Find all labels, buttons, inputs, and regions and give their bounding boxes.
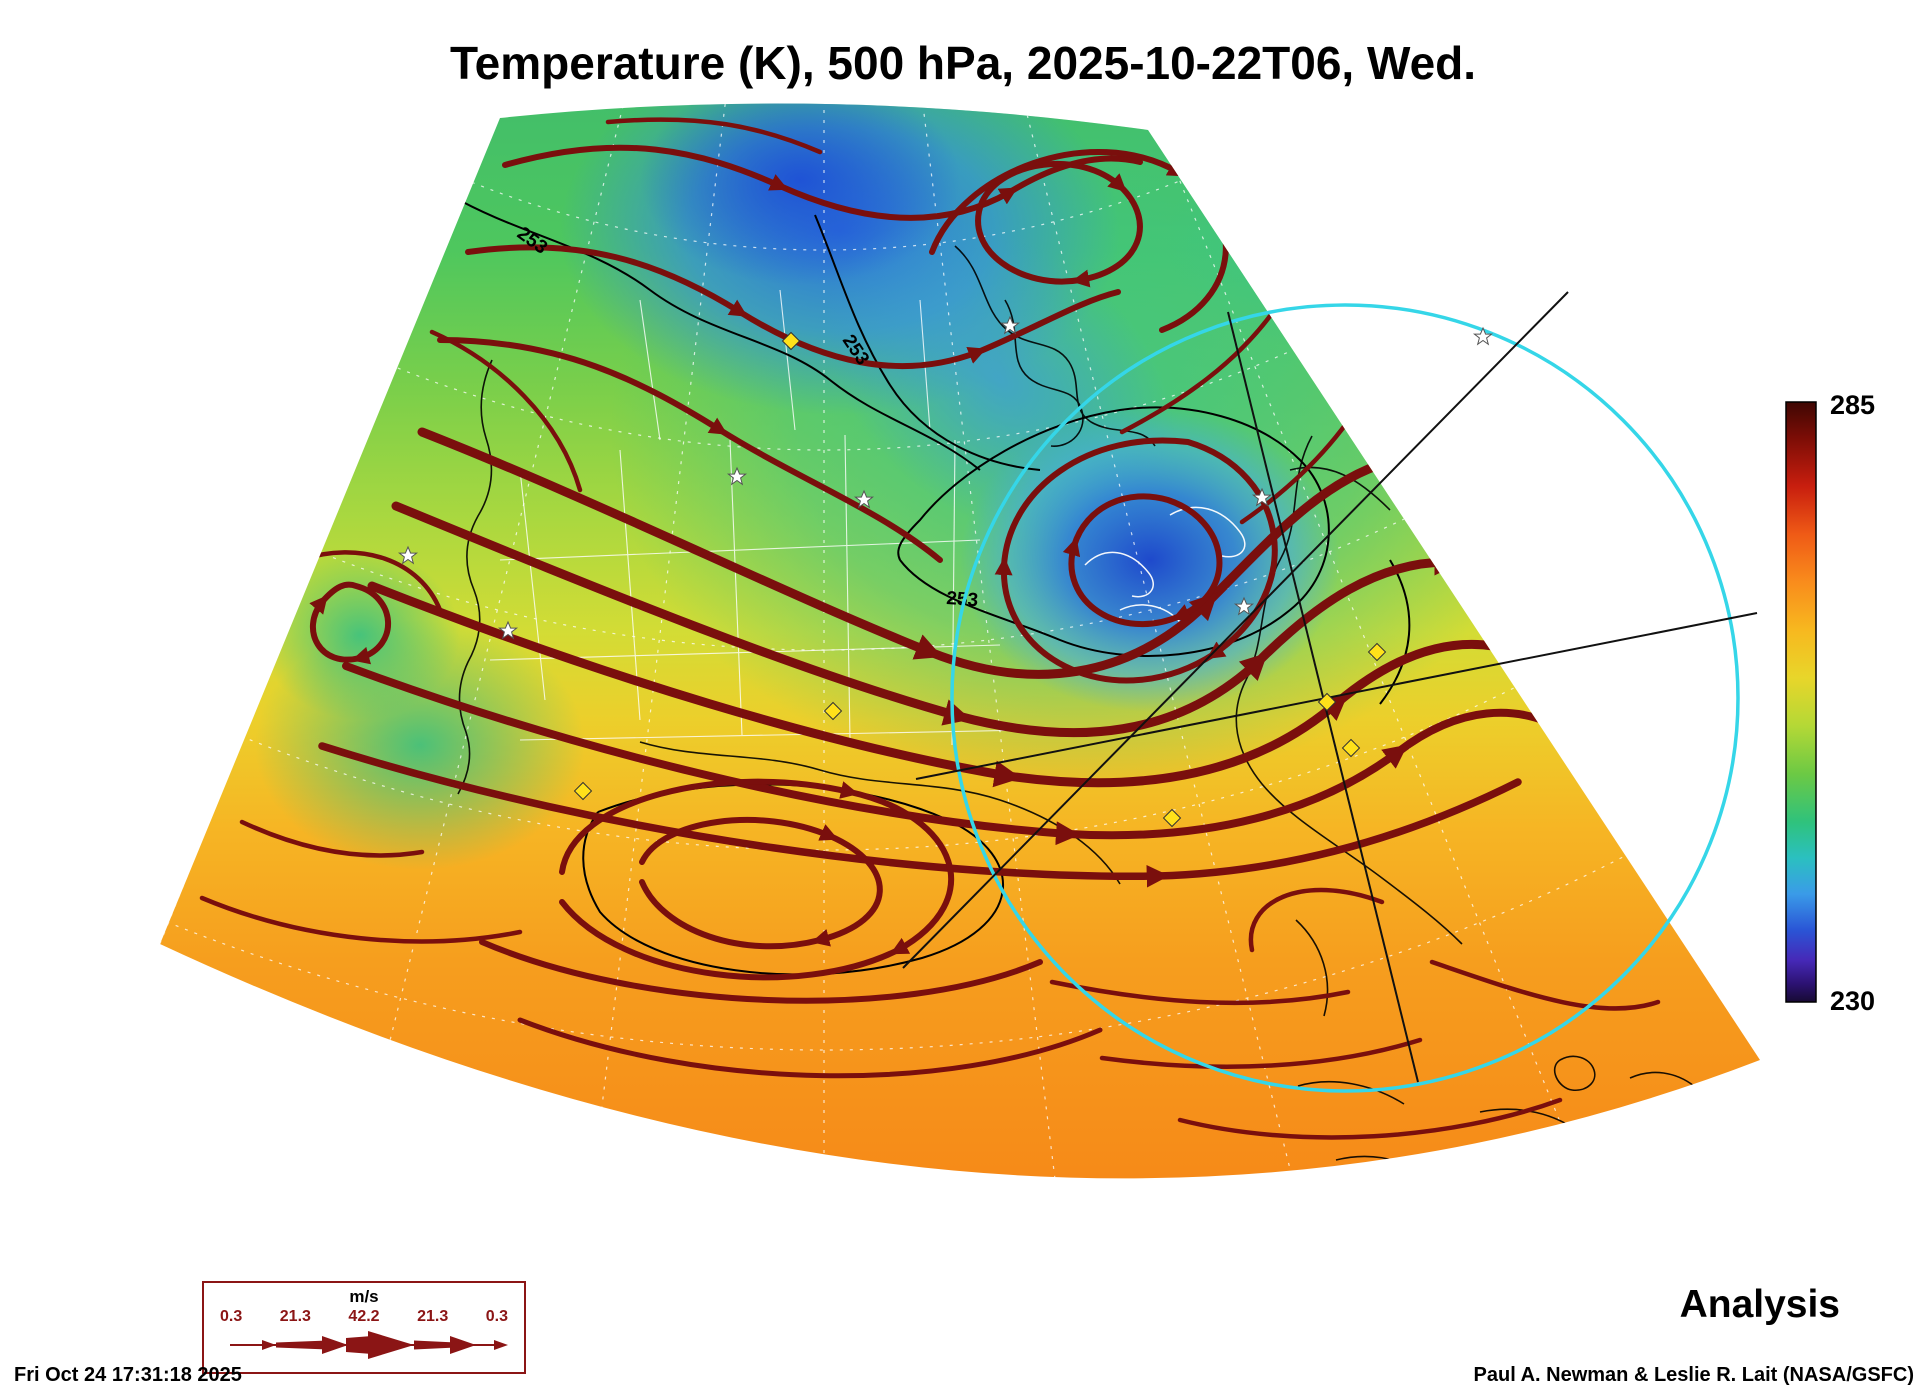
wind-speed-value: 0.3 [485, 1308, 508, 1325]
analysis-label: Analysis [1679, 1283, 1840, 1326]
wind-legend-speeds: 0.3 21.3 42.2 21.3 0.3 [204, 1308, 524, 1326]
map-area [160, 103, 1760, 1179]
colorbar-max-label: 285 [1830, 390, 1875, 420]
colorbar-min-label: 230 [1830, 986, 1875, 1016]
generation-timestamp: Fri Oct 24 17:31:18 2025 [14, 1364, 242, 1386]
range-ring [950, 303, 1740, 1093]
cold-pool [960, 408, 1340, 712]
plot-title: Temperature (K), 500 hPa, 2025-10-22T06,… [449, 37, 1477, 89]
colorbar: 285 230 [1785, 390, 1875, 1016]
star-marker [1473, 327, 1493, 345]
wind-speed-value: 21.3 [417, 1308, 449, 1325]
wind-speed-arrow-glyph [230, 1331, 508, 1359]
wind-speed-legend: m/s 0.3 21.3 42.2 21.3 0.3 [202, 1281, 526, 1374]
overlay-geometry [902, 291, 1758, 1093]
wind-speed-value: 0.3 [220, 1308, 243, 1325]
contour-label-253-c: 253 [946, 588, 979, 611]
wind-speed-value: 21.3 [279, 1308, 311, 1325]
colorbar-gradient [1785, 401, 1817, 1003]
credit-line: Paul A. Newman & Leslie R. Lait (NASA/GS… [1473, 1364, 1914, 1386]
wind-legend-unit: m/s [349, 1287, 379, 1306]
wind-speed-value: 42.2 [348, 1308, 380, 1325]
